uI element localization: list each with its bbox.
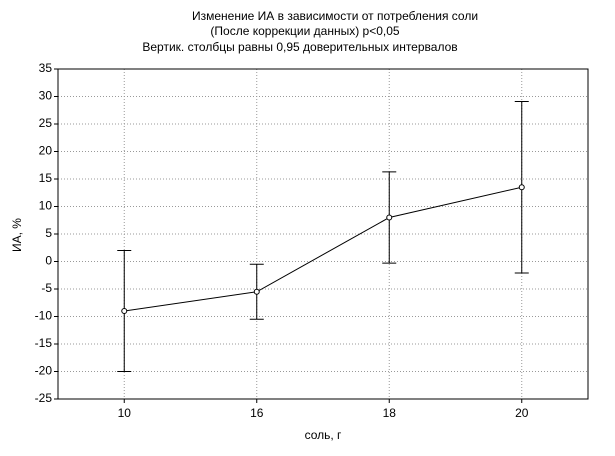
chart-subtitle: (После коррекции данных) p<0,05 [210,24,399,38]
line [124,186,522,312]
y-tick-label: 0 [45,254,52,268]
chart-title: Изменение ИА в зависимости от потреблени… [192,9,478,23]
y-tick-label: -20 [35,364,53,378]
y-tick-label: -25 [35,391,53,405]
x-tick-label: 10 [118,406,132,420]
y-tick-label: 30 [39,89,53,103]
point [121,308,128,314]
point [253,288,260,295]
plot-frame [57,68,589,400]
y-tick-label: -10 [35,309,53,323]
x-axis-label: соль, г [305,428,342,442]
point [518,184,525,191]
x-tick-label: 18 [383,406,397,420]
x-tick-label: 16 [250,406,264,420]
x-tick-label: 20 [515,406,529,420]
point [386,214,393,221]
y-axis-label: ИА, % [10,218,24,252]
y-tick-label: 20 [39,144,53,158]
y-tick-label: 25 [39,116,53,130]
chart-note: Вертик. столбцы равны 0,95 доверительных… [142,40,457,54]
y-tick-label: 10 [39,199,53,213]
y-tick-label: 15 [39,171,53,185]
y-tick-label: -15 [35,336,53,350]
y-tick-label: -5 [41,281,52,295]
y-tick-label: 35 [39,61,53,75]
y-tick-label: 5 [45,226,52,240]
